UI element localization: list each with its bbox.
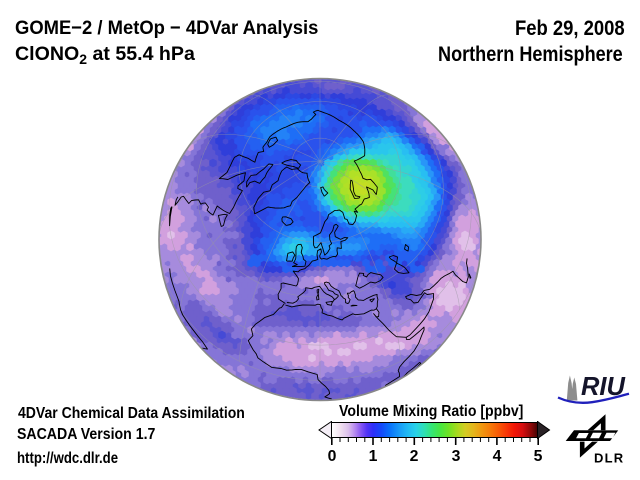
svg-text:DLR: DLR [594,451,624,466]
